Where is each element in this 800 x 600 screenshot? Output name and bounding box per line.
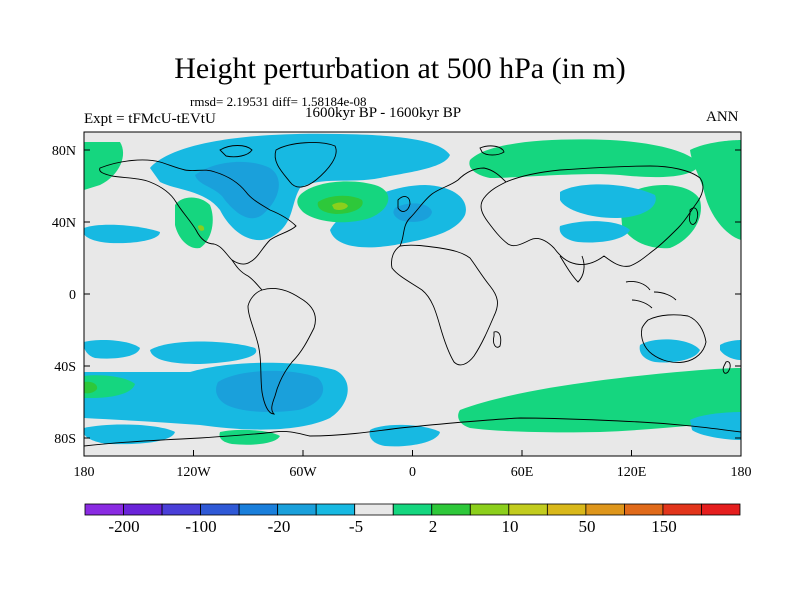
coast-antarctica xyxy=(84,417,741,447)
map-title: Height perturbation at 500 hPa (in m) xyxy=(174,52,626,85)
lon-label-120e: 120E xyxy=(617,465,647,480)
colorbar-label: -20 xyxy=(268,517,291,536)
positive-anomaly-south-pacific xyxy=(84,375,135,398)
coast-south-america xyxy=(247,287,316,415)
negative-anomaly-indian-ocean xyxy=(369,424,440,447)
colorbar-label: 150 xyxy=(651,517,677,536)
colorbar-swatch xyxy=(662,503,702,516)
colorbar-swatch xyxy=(546,503,587,516)
negative-anomaly-central-asia xyxy=(560,184,656,218)
lat-label-40s: 40S xyxy=(54,360,76,375)
positive-anomaly-alaska xyxy=(84,142,124,190)
colorbar-label: -100 xyxy=(185,517,216,536)
positive-anomaly-north-atlantic-peak xyxy=(332,202,348,210)
negative-anomaly-southern-indian-ocean xyxy=(690,412,741,440)
colorbar-swatch xyxy=(624,503,664,516)
colorbar-swatch xyxy=(238,503,279,516)
colorbar-swatch xyxy=(84,503,124,516)
negative-anomaly-south-atlantic xyxy=(84,424,175,445)
coast-europe xyxy=(399,167,507,247)
coastlines xyxy=(84,142,741,447)
negative-anomaly-europe-core xyxy=(393,203,432,222)
positive-anomaly-southern-indian-ocean xyxy=(458,368,741,433)
season-label: ANN xyxy=(706,109,739,125)
coast-india xyxy=(559,255,585,283)
colorbar-swatch xyxy=(469,503,510,516)
positive-anomaly-western-us xyxy=(175,197,213,249)
negative-anomaly-asia xyxy=(559,221,630,243)
colorbar-label: 10 xyxy=(502,517,519,536)
negative-anomaly-north-america-core xyxy=(195,161,279,219)
coast-australia xyxy=(641,314,707,363)
coast-asia xyxy=(480,165,704,267)
negative-anomaly-australia-east xyxy=(720,340,741,360)
experiment-label: Expt = tFMcU-tEVtU xyxy=(84,111,216,127)
latitude-labels: 80N 40N 0 40S 80S xyxy=(52,144,76,447)
colorbar-swatch xyxy=(585,503,625,516)
positive-anomaly-northeast-pacific xyxy=(690,140,741,240)
coast-new-zealand xyxy=(722,361,731,374)
colorbar-swatch xyxy=(123,503,163,516)
colorbar-label: -5 xyxy=(349,517,363,536)
lon-label-60w: 60W xyxy=(289,465,317,480)
colorbar-swatch xyxy=(701,503,741,516)
period-label: 1600kyr BP - 1600kyr BP xyxy=(305,105,462,121)
colorbar-swatch xyxy=(392,503,433,516)
coast-arctic-islands xyxy=(219,145,505,158)
positive-anomaly-arctic-eurasia xyxy=(469,139,700,178)
negative-anomaly-south-pacific-west xyxy=(84,340,140,359)
positive-anomaly-south-pacific-core xyxy=(84,381,98,394)
lon-label-180e: 180 xyxy=(731,465,752,480)
colorbar-swatch xyxy=(277,503,317,516)
colorbar-swatch xyxy=(508,503,548,516)
negative-anomaly-south-pacific xyxy=(150,341,257,364)
positive-anomaly-western-us-core xyxy=(198,225,205,231)
coast-africa xyxy=(391,244,498,366)
colorbar-swatch xyxy=(200,503,240,516)
colorbar-swatch xyxy=(431,503,471,516)
lat-label-80n: 80N xyxy=(52,144,76,159)
negative-anomaly-australia xyxy=(639,339,700,363)
colorbar-labels: -200 -100 -20 -5 2 10 50 150 xyxy=(108,517,676,536)
colorbar-label: 2 xyxy=(429,517,438,536)
colorbar-swatch xyxy=(161,503,201,516)
negative-anomaly-southern-ocean-core xyxy=(216,370,324,412)
coast-british-isles xyxy=(397,196,411,212)
coast-madagascar xyxy=(493,331,502,348)
axis-ticks xyxy=(83,149,742,456)
longitude-labels: 180 120W 60W 0 60E 120E 180 xyxy=(74,465,752,480)
lon-label-0: 0 xyxy=(409,465,416,480)
stats-label: rmsd= 2.19531 diff= 1.58184e-08 xyxy=(190,94,367,109)
lat-label-40n: 40N xyxy=(52,216,76,231)
coast-greenland xyxy=(274,142,337,188)
negative-anomaly-north-pacific xyxy=(84,224,160,244)
coast-maritime-continent xyxy=(625,281,677,309)
colorbar xyxy=(84,503,741,516)
colorbar-label: 50 xyxy=(579,517,596,536)
colorbar-swatch xyxy=(315,503,356,516)
coast-north-america xyxy=(99,159,297,265)
positive-anomaly-antarctic xyxy=(219,429,280,445)
coast-central-america xyxy=(231,259,263,291)
lon-label-180w: 180 xyxy=(74,465,95,480)
lon-label-60e: 60E xyxy=(511,465,534,480)
lat-label-equator: 0 xyxy=(69,288,76,303)
colorbar-label: -200 xyxy=(108,517,139,536)
coast-japan xyxy=(689,207,699,225)
lat-label-80s: 80S xyxy=(54,432,76,447)
lon-label-120w: 120W xyxy=(176,465,211,480)
colorbar-swatch xyxy=(354,503,394,516)
